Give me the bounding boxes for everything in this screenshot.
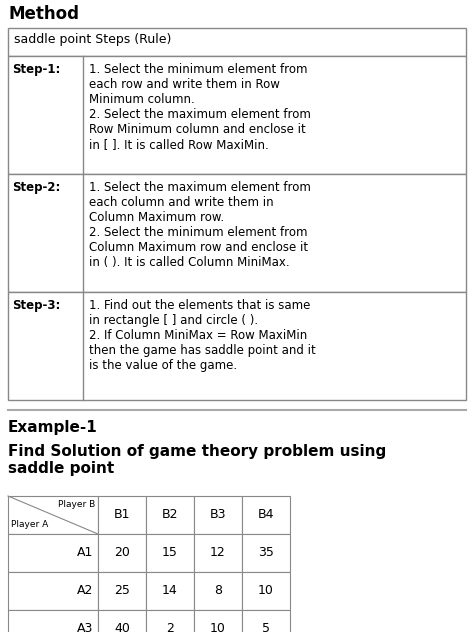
- Bar: [8, 610, 98, 632]
- Bar: [146, 572, 194, 610]
- Text: B4: B4: [258, 509, 274, 521]
- Bar: [8, 56, 466, 174]
- Bar: [194, 572, 242, 610]
- Bar: [8, 496, 98, 534]
- Text: 12: 12: [210, 547, 226, 559]
- Text: Step-1:: Step-1:: [12, 63, 60, 76]
- Text: 25: 25: [114, 585, 130, 597]
- Text: 15: 15: [162, 547, 178, 559]
- Text: Method: Method: [8, 5, 79, 23]
- Text: 2: 2: [166, 623, 174, 632]
- Bar: [194, 534, 242, 572]
- Text: A1: A1: [77, 547, 93, 559]
- Bar: [194, 610, 242, 632]
- Text: Step-2:: Step-2:: [12, 181, 60, 194]
- Bar: [8, 174, 466, 292]
- Text: Player A: Player A: [11, 520, 48, 529]
- Text: 1. Select the minimum element from
each row and write them in Row
Minimum column: 1. Select the minimum element from each …: [89, 63, 311, 151]
- Bar: [8, 28, 466, 56]
- Text: B3: B3: [210, 509, 226, 521]
- Bar: [98, 610, 146, 632]
- Bar: [8, 292, 466, 400]
- Bar: [242, 534, 290, 572]
- Bar: [8, 572, 98, 610]
- Bar: [98, 534, 146, 572]
- Text: A3: A3: [77, 623, 93, 632]
- Text: 1. Select the maximum element from
each column and write them in
Column Maximum : 1. Select the maximum element from each …: [89, 181, 311, 269]
- Bar: [8, 534, 98, 572]
- Bar: [146, 534, 194, 572]
- Text: 20: 20: [114, 547, 130, 559]
- Bar: [98, 572, 146, 610]
- Bar: [194, 496, 242, 534]
- Text: 5: 5: [262, 623, 270, 632]
- Text: 14: 14: [162, 585, 178, 597]
- Text: 35: 35: [258, 547, 274, 559]
- Text: Step-3:: Step-3:: [12, 299, 60, 312]
- Bar: [146, 610, 194, 632]
- Bar: [98, 496, 146, 534]
- Text: 10: 10: [210, 623, 226, 632]
- Text: B1: B1: [114, 509, 130, 521]
- Text: 1. Find out the elements that is same
in rectangle [ ] and circle ( ).
2. If Col: 1. Find out the elements that is same in…: [89, 299, 316, 372]
- Text: 8: 8: [214, 585, 222, 597]
- Bar: [146, 496, 194, 534]
- Text: Example-1: Example-1: [8, 420, 98, 435]
- Text: Player B: Player B: [58, 500, 95, 509]
- Text: 40: 40: [114, 623, 130, 632]
- Bar: [242, 496, 290, 534]
- Text: B2: B2: [162, 509, 178, 521]
- Bar: [242, 572, 290, 610]
- Text: saddle point Steps (Rule): saddle point Steps (Rule): [14, 33, 172, 46]
- Text: Find Solution of game theory problem using
saddle point: Find Solution of game theory problem usi…: [8, 444, 386, 477]
- Text: 10: 10: [258, 585, 274, 597]
- Bar: [242, 610, 290, 632]
- Text: A2: A2: [77, 585, 93, 597]
